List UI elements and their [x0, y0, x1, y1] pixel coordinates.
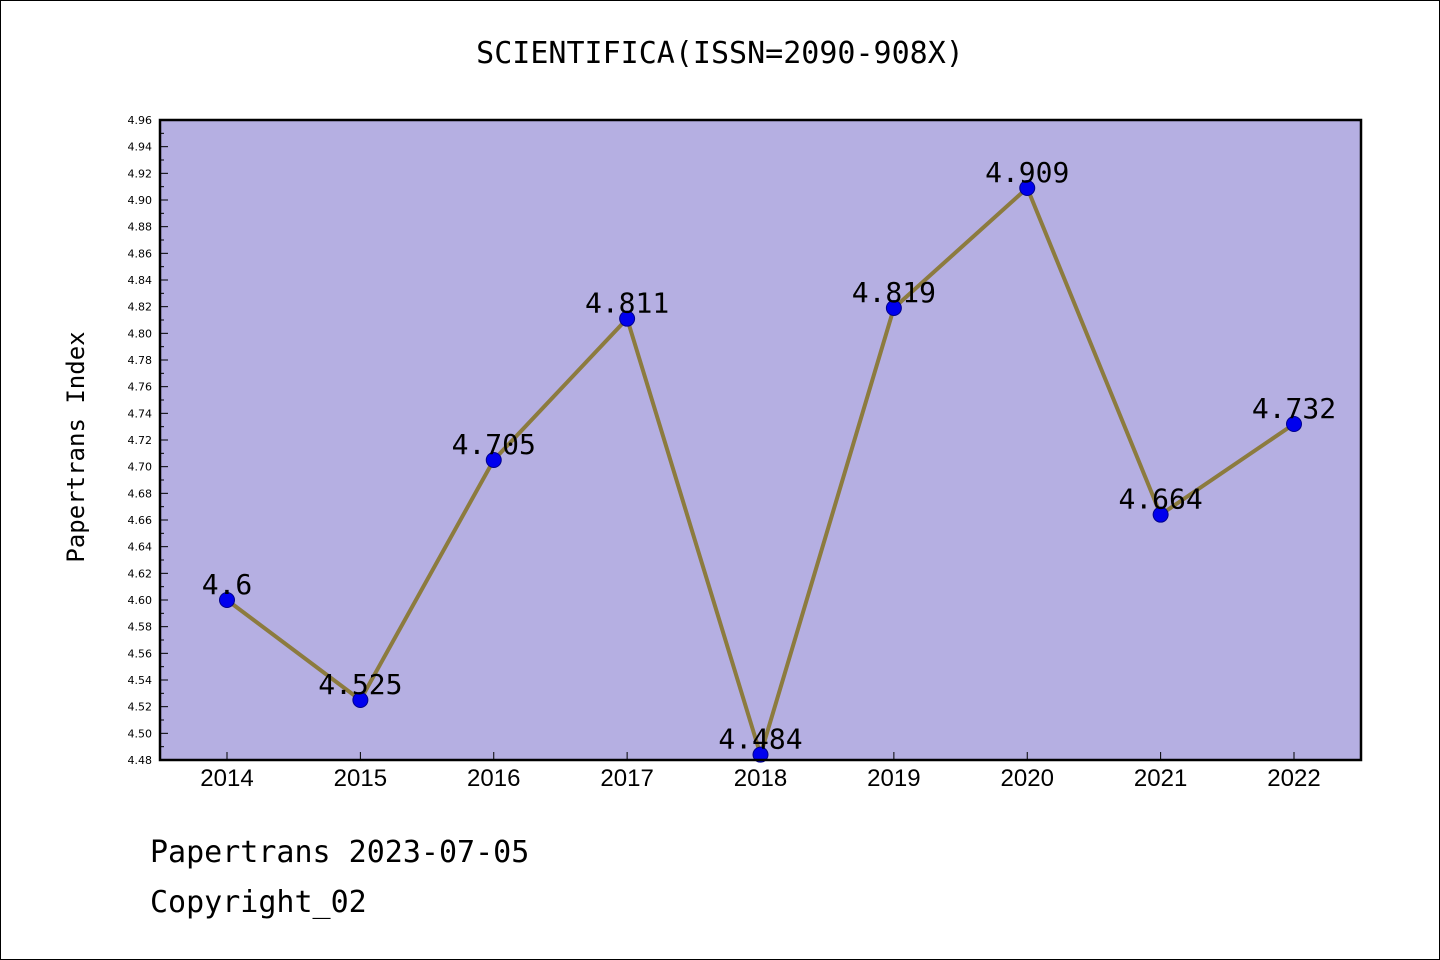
- footer-date: Papertrans 2023-07-05: [150, 835, 530, 870]
- y-tick-label: 4.54: [128, 674, 153, 687]
- data-point: [352, 692, 369, 708]
- plot-border: [158, 118, 1363, 762]
- y-tick-label: 4.58: [128, 621, 153, 634]
- y-tick-label: 4.68: [128, 487, 153, 500]
- y-tick-label: 4.72: [128, 434, 153, 447]
- data-label: 4.6: [202, 568, 253, 601]
- y-tick-label: 4.86: [128, 247, 153, 260]
- y-tick-label: 4.56: [128, 647, 153, 660]
- data-point: [485, 452, 502, 468]
- y-tick-label: 4.78: [128, 354, 153, 367]
- y-tick-label: 4.66: [128, 514, 153, 527]
- data-point: [1152, 506, 1169, 523]
- footer-copyright: Copyright_02: [150, 885, 367, 920]
- y-tick-label: 4.80: [128, 327, 153, 340]
- data-point: [619, 310, 636, 327]
- data-point: [219, 592, 235, 608]
- x-axis-ticks: 2014 2015 2016 2017 2018 2019 2020 2021 2022: [200, 752, 1321, 792]
- data-point: [1286, 416, 1302, 432]
- x-tick-label: 2019: [867, 765, 920, 792]
- data-label: 4.819: [852, 276, 936, 309]
- data-label: 4.484: [718, 723, 802, 756]
- data-point: [1019, 180, 1036, 196]
- y-axis-ticks: 4.48 4.50 4.52 4.54 4.56 4.58 4.60 4.62 4.64 4.66…: [128, 114, 168, 767]
- y-tick-label: 4.74: [128, 407, 153, 420]
- y-tick-label: 4.52: [128, 701, 153, 714]
- x-tick-label: 2018: [734, 765, 787, 792]
- data-point: [885, 300, 902, 316]
- x-tick-label: 2020: [1001, 765, 1054, 792]
- x-tick-label: 2015: [334, 765, 387, 792]
- y-tick-label: 4.62: [128, 567, 153, 580]
- y-tick-label: 4.82: [128, 301, 153, 314]
- y-tick-label: 4.64: [128, 541, 153, 554]
- data-label: 4.732: [1252, 392, 1336, 425]
- y-tick-label: 4.92: [128, 167, 153, 180]
- y-axis-label: Papertrans Index: [62, 331, 90, 562]
- data-label: 4.705: [452, 428, 536, 461]
- data-label: 4.664: [1118, 483, 1202, 516]
- data-label: 4.525: [318, 668, 402, 701]
- data-point: [752, 746, 769, 763]
- series-layer: 4.6 4.525 4.705 4.811 4.484 4.819 4.909 4.664 4.…: [202, 156, 1336, 763]
- x-tick-label: 2021: [1134, 765, 1187, 792]
- y-tick-label: 4.88: [128, 221, 153, 234]
- y-tick-label: 4.94: [128, 141, 153, 154]
- data-label: 4.811: [585, 287, 669, 320]
- data-label: 4.909: [985, 156, 1069, 189]
- x-tick-label: 2016: [467, 765, 520, 792]
- plot-area: [160, 120, 1361, 760]
- y-tick-label: 4.60: [128, 594, 153, 607]
- x-tick-label: 2017: [600, 765, 653, 792]
- y-tick-label: 4.84: [128, 274, 153, 287]
- y-tick-label: 4.76: [128, 381, 153, 394]
- y-tick-label: 4.96: [128, 114, 153, 127]
- x-tick-label: 2022: [1267, 765, 1320, 792]
- y-tick-label: 4.50: [128, 727, 153, 740]
- chart-title: SCIENTIFICA(ISSN=2090-908X): [476, 36, 964, 71]
- x-tick-label: 2014: [200, 765, 253, 792]
- y-tick-label: 4.90: [128, 194, 153, 207]
- y-tick-label: 4.48: [128, 754, 153, 767]
- y-tick-label: 4.70: [128, 461, 153, 474]
